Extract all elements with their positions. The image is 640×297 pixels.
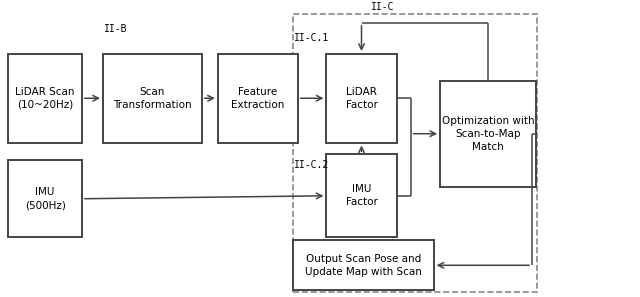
Text: II-C: II-C [371,2,395,12]
Text: LiDAR
Factor: LiDAR Factor [346,87,378,110]
Text: IMU
(500Hz): IMU (500Hz) [25,187,65,210]
FancyBboxPatch shape [8,54,82,143]
Text: Feature
Extraction: Feature Extraction [231,87,284,110]
Text: Optimization with
Scan-to-Map
Match: Optimization with Scan-to-Map Match [442,116,534,152]
FancyBboxPatch shape [326,154,397,237]
Text: II-B: II-B [104,24,127,34]
Text: LiDAR Scan
(10~20Hz): LiDAR Scan (10~20Hz) [15,87,75,110]
FancyBboxPatch shape [293,240,434,290]
FancyBboxPatch shape [440,80,536,187]
Text: II-C.2: II-C.2 [294,160,330,170]
Text: Output Scan Pose and
Update Map with Scan: Output Scan Pose and Update Map with Sca… [305,254,422,277]
FancyBboxPatch shape [326,54,397,143]
Text: Scan
Transformation: Scan Transformation [113,87,191,110]
FancyBboxPatch shape [218,54,298,143]
FancyBboxPatch shape [8,160,82,237]
Text: II-C.1: II-C.1 [294,33,330,43]
FancyBboxPatch shape [103,54,202,143]
Text: IMU
Factor: IMU Factor [346,184,378,207]
